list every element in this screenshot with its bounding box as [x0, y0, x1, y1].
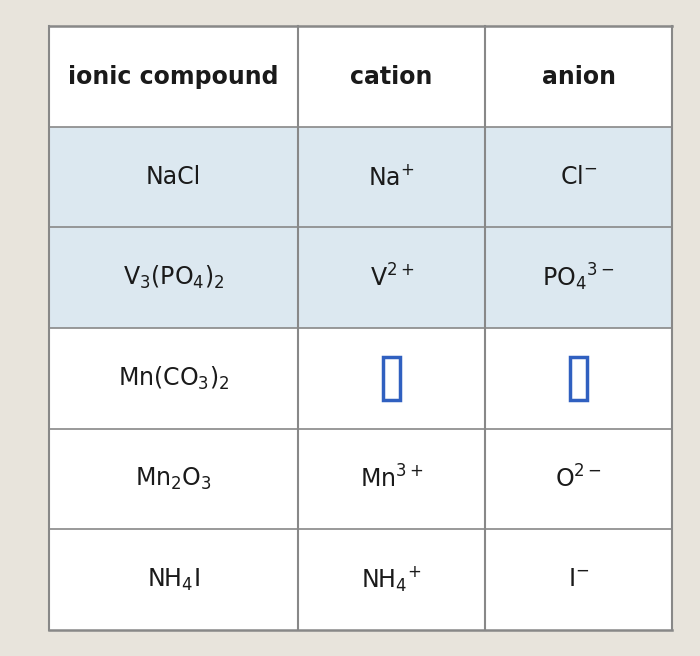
Text: I$^{-}$: I$^{-}$ [568, 567, 589, 592]
Bar [49, 127, 672, 228]
Text: NH$_4$I: NH$_4$I [147, 566, 200, 592]
Text: NaCl: NaCl [146, 165, 201, 189]
Text: V$_3$(PO$_4$)$_2$: V$_3$(PO$_4$)$_2$ [123, 264, 224, 291]
Text: Na$^{+}$: Na$^{+}$ [368, 165, 415, 190]
Text: Mn$^{3+}$: Mn$^{3+}$ [360, 465, 424, 493]
Text: Mn(CO$_3$)$_2$: Mn(CO$_3$)$_2$ [118, 365, 230, 392]
Text: PO$_4$$^{3-}$: PO$_4$$^{3-}$ [542, 262, 615, 293]
Text: V$^{2+}$: V$^{2+}$ [370, 264, 414, 291]
Text: Cl$^{-}$: Cl$^{-}$ [560, 165, 597, 189]
Text: ionic compound: ionic compound [69, 64, 279, 89]
Text: anion: anion [542, 64, 615, 89]
Bar [49, 26, 672, 630]
Text: NH$_4$$^{+}$: NH$_4$$^{+}$ [361, 565, 422, 594]
Text: Mn$_2$O$_3$: Mn$_2$O$_3$ [135, 466, 212, 492]
Bar [570, 357, 587, 400]
Bar [383, 357, 400, 400]
Text: cation: cation [351, 64, 433, 89]
Text: O$^{2-}$: O$^{2-}$ [555, 465, 602, 493]
Bar [49, 228, 672, 328]
